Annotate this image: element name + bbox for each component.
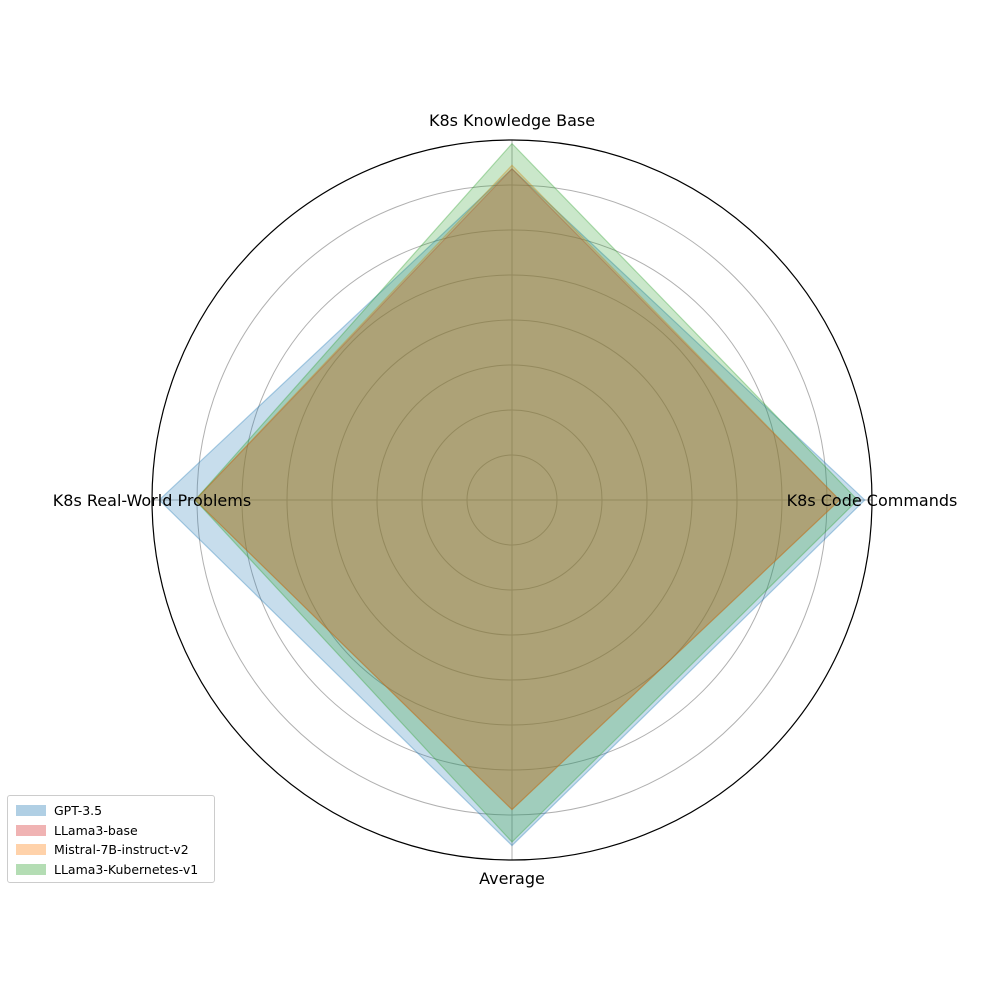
series-area — [194, 164, 841, 811]
axis-label: Average — [479, 869, 545, 888]
axis-label: K8s Code Commands — [787, 491, 958, 510]
legend-label: Mistral-7B-instruct-v2 — [54, 842, 189, 858]
radar-grid — [151, 139, 873, 861]
series-area — [194, 167, 841, 811]
legend-label: LLama3-base — [54, 822, 138, 838]
axis-label: K8s Real-World Problems — [53, 491, 251, 510]
legend-swatch — [16, 844, 46, 856]
legend-label: LLama3-Kubernetes-v1 — [54, 861, 199, 877]
legend-item: LLama3-base — [16, 821, 206, 841]
legend-item: GPT-3.5 — [16, 801, 206, 821]
series-area — [158, 167, 866, 847]
legend-label: GPT-3.5 — [54, 803, 103, 819]
legend-swatch — [16, 824, 46, 836]
polar-frame — [151, 139, 873, 861]
legend-swatch — [16, 805, 46, 817]
series-area — [194, 142, 859, 843]
legend: GPT-3.5 LLama3-base Mistral-7B-instruct-… — [7, 795, 215, 883]
radar-series — [158, 142, 866, 847]
legend-item: Mistral-7B-instruct-v2 — [16, 840, 206, 860]
legend-item: LLama3-Kubernetes-v1 — [16, 860, 206, 880]
axis-label: K8s Knowledge Base — [429, 111, 595, 130]
legend-swatch — [16, 863, 46, 875]
radar-axis-labels: K8s Code Commands K8s Knowledge Base K8s R… — [53, 111, 958, 888]
